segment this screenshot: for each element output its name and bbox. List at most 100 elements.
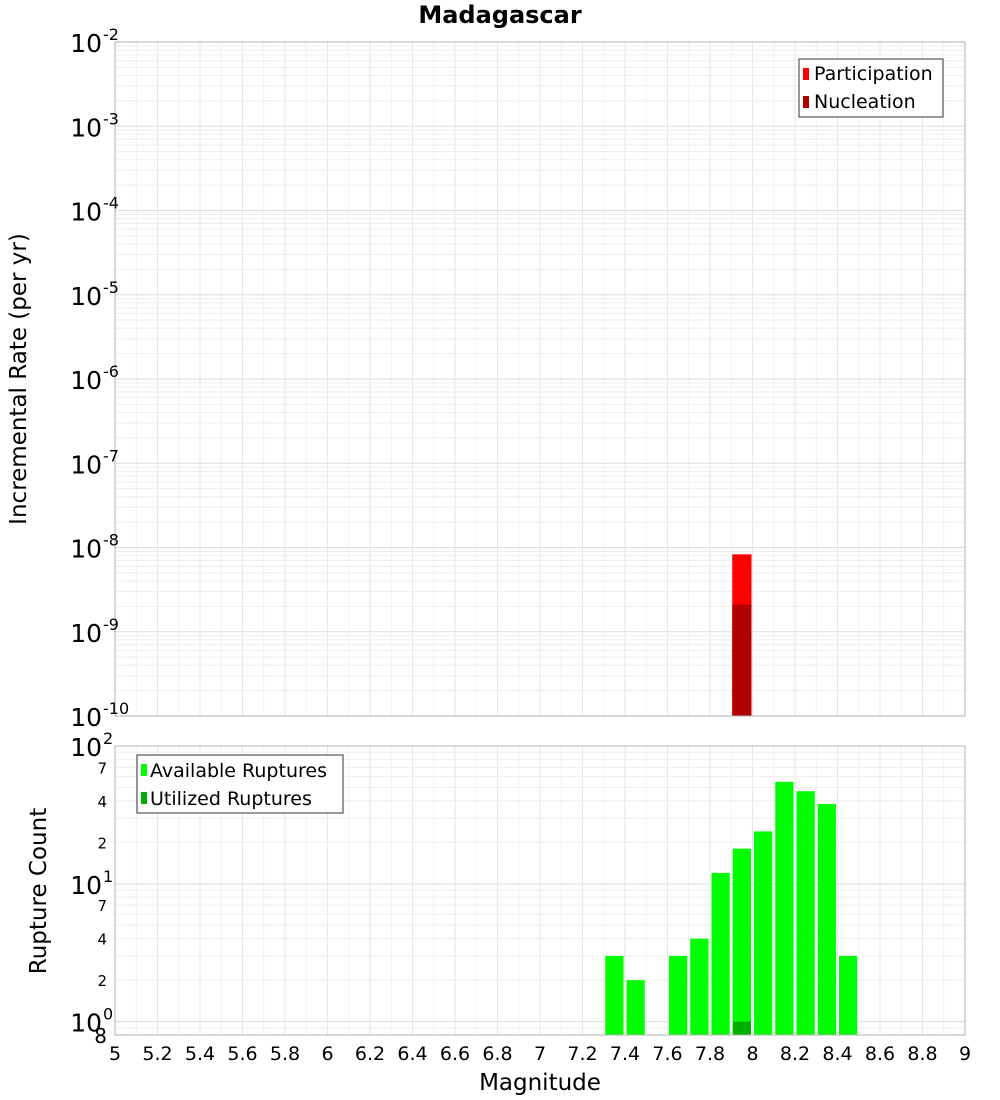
rate-y-tick-exponent: -10: [103, 699, 129, 718]
rate-y-tick: 10 -5: [70, 278, 119, 311]
rate-y-tick-exponent: -9: [103, 615, 119, 634]
count-utilized-ruptures-bar: [732, 1021, 751, 1035]
magnitude-x-tick-label: 5.2: [142, 1043, 172, 1065]
rate-plot-border: [114, 41, 966, 717]
utilized-ruptures-legend-swatch: [141, 792, 147, 804]
rate-y-tick-exponent: -5: [103, 278, 119, 297]
count-y-tick-exponent: 1: [103, 867, 113, 886]
count-y-minor-tick-label: 7: [97, 897, 107, 915]
rate-y-tick: 10 -4: [70, 194, 119, 227]
magnitude-x-tick-label: 8.4: [822, 1043, 852, 1065]
rate-y-tick-base: 10: [70, 450, 102, 479]
count-legend-box: [136, 754, 344, 814]
count-y-minor-tick-label: 2: [97, 834, 107, 852]
count-y-minor-tick-label: 8: [94, 1024, 107, 1048]
magnitude-x-tick-label: 5.8: [270, 1043, 300, 1065]
rate-y-tick-exponent: -8: [103, 531, 119, 550]
rate-y-tick: 10 -10: [70, 699, 129, 732]
rate-bars: [732, 554, 752, 716]
rate-y-axis-ticks: 10-210-310-410-510-610-710-810-910-10: [70, 25, 129, 732]
magnitude-x-tick-label: 7.4: [610, 1043, 640, 1065]
rate-y-tick-base: 10: [70, 282, 102, 311]
count-y-tick: 10 2: [70, 729, 113, 762]
rate-y-tick-exponent: -7: [103, 446, 119, 465]
rate-y-tick-exponent: -2: [103, 25, 119, 44]
count-available-ruptures-bar: [839, 955, 858, 1035]
count-y-tick-exponent: 2: [103, 729, 113, 748]
rate-y-tick-base: 10: [70, 113, 102, 142]
count-available-ruptures-bar: [817, 803, 836, 1035]
magnitude-x-tick-label: 5: [109, 1043, 121, 1065]
rate-y-tick-exponent: -4: [103, 194, 119, 213]
count-available-ruptures-bar: [711, 872, 730, 1035]
rate-legend: Participation Nucleation: [798, 58, 944, 118]
count-y-tick-base: 10: [70, 1009, 102, 1038]
rate-y-tick-base: 10: [70, 29, 102, 58]
count-available-ruptures-bar: [669, 955, 688, 1035]
magnitude-x-tick-label: 7.8: [695, 1043, 725, 1065]
available-ruptures-legend-swatch: [141, 764, 147, 776]
count-y-minor-tick-label: 4: [97, 931, 107, 949]
magnitude-x-tick-label: 8.2: [780, 1043, 810, 1065]
count-y-tick: 10 0: [70, 1005, 113, 1038]
count-y-minor-tick-label: 4: [97, 793, 107, 811]
magnitude-x-axis-ticks: 5 5.2 5.4 5.6 5.8 6 6.2 6.4 6.6 6.8 7 7.2 7.4 7.6 7.8 8…: [109, 1043, 971, 1065]
participation-legend-label: Participation: [814, 63, 933, 85]
participation-legend-swatch: [803, 68, 809, 80]
rate-nucleation-bar: [732, 604, 752, 716]
count-plot-border: [114, 745, 966, 1036]
magnitude-x-tick-label: 6.8: [482, 1043, 512, 1065]
magnitude-x-tick-label: 8.8: [907, 1043, 937, 1065]
magnitude-x-tick-label: 6.6: [440, 1043, 470, 1065]
rate-y-tick-base: 10: [70, 619, 102, 648]
rate-y-tick-base: 10: [70, 703, 102, 732]
magnitude-x-tick-label: 6: [321, 1043, 333, 1065]
count-y-axis-label: Rupture Count: [26, 808, 52, 974]
magnitude-x-tick-label: 7.2: [567, 1043, 597, 1065]
count-y-tick: 10 1: [70, 867, 113, 900]
count-bars: [605, 781, 858, 1035]
rate-y-tick-base: 10: [70, 366, 102, 395]
nucleation-legend-label: Nucleation: [814, 91, 916, 113]
rate-y-tick: 10 -6: [70, 362, 119, 395]
count-y-minor-tick-label: 2: [97, 972, 107, 990]
count-available-ruptures-bar: [796, 791, 815, 1035]
rate-y-tick: 10 -2: [70, 25, 119, 58]
available-ruptures-legend-label: Available Ruptures: [150, 760, 327, 782]
rate-y-tick: 10 -9: [70, 615, 119, 648]
magnitude-x-tick-label: 6.4: [397, 1043, 427, 1065]
chart-title: Madagascar: [418, 1, 582, 29]
magnitude-x-tick-label: 9: [959, 1043, 971, 1065]
count-legend: Available Ruptures Utilized Ruptures: [136, 754, 344, 814]
utilized-ruptures-legend-label: Utilized Ruptures: [150, 788, 312, 810]
rate-y-tick-base: 10: [70, 535, 102, 564]
rate-gridlines: [114, 42, 966, 717]
rate-y-tick: 10 -8: [70, 531, 119, 564]
count-available-ruptures-bar: [690, 938, 709, 1035]
count-y-tick-base: 10: [70, 733, 102, 762]
magnitude-x-tick-label: 8: [746, 1043, 758, 1065]
rate-y-tick: 10 -3: [70, 109, 119, 142]
magnitude-x-tick-label: 5.4: [185, 1043, 215, 1065]
count-y-tick-base: 10: [70, 871, 102, 900]
rate-y-axis-label: Incremental Rate (per yr): [6, 233, 32, 525]
magnitude-x-tick-label: 7: [534, 1043, 546, 1065]
rate-y-tick: 10 -7: [70, 446, 119, 479]
count-available-ruptures-bar: [626, 980, 645, 1035]
count-available-ruptures-bar: [605, 955, 624, 1035]
magnitude-x-tick-label: 8.6: [865, 1043, 895, 1065]
rate-legend-box: [798, 58, 944, 118]
magnitude-x-tick-label: 7.6: [652, 1043, 682, 1065]
count-y-tick-exponent: 0: [103, 1005, 113, 1024]
count-available-ruptures-bar: [754, 831, 773, 1035]
rate-panel: 10-210-310-410-510-610-710-810-910-10 In…: [6, 25, 966, 732]
magnitude-x-tick-label: 5.6: [227, 1043, 257, 1065]
count-available-ruptures-bar: [775, 781, 794, 1035]
magnitude-x-axis-label: Magnitude: [479, 1070, 601, 1096]
rate-y-tick-exponent: -3: [103, 109, 119, 128]
rate-y-tick-base: 10: [70, 198, 102, 227]
rate-y-tick-exponent: -6: [103, 362, 119, 381]
